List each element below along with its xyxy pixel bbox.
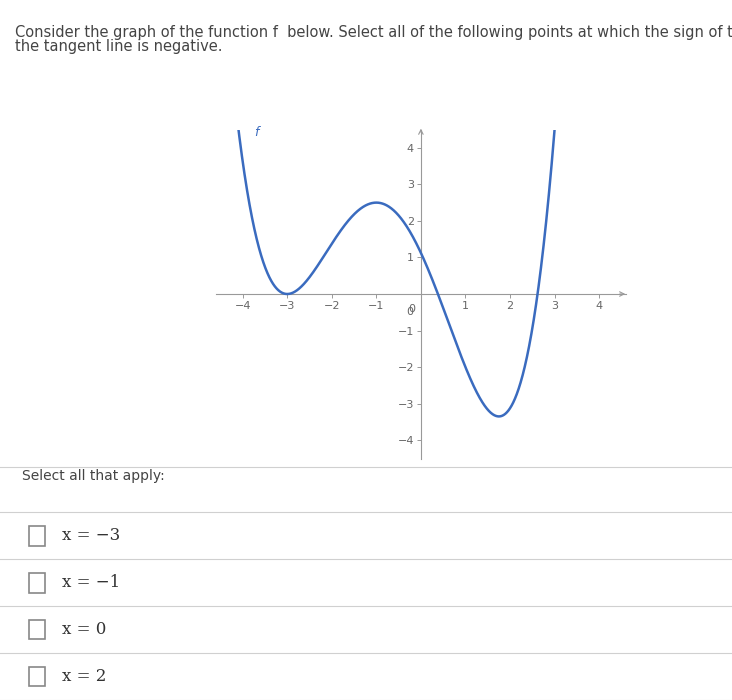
- FancyBboxPatch shape: [29, 573, 45, 593]
- Text: x = 0: x = 0: [62, 621, 107, 638]
- FancyBboxPatch shape: [29, 620, 45, 640]
- Text: Select all that apply:: Select all that apply:: [22, 469, 165, 483]
- Text: 0: 0: [406, 307, 413, 317]
- Text: f: f: [254, 125, 258, 139]
- FancyBboxPatch shape: [29, 666, 45, 687]
- Text: Consider the graph of the function f  below. Select all of the following points : Consider the graph of the function f bel…: [15, 25, 732, 39]
- Text: x = −3: x = −3: [62, 527, 121, 545]
- Text: x = −1: x = −1: [62, 574, 121, 592]
- Text: 0: 0: [408, 304, 416, 314]
- Text: the tangent line is negative.: the tangent line is negative.: [15, 38, 222, 53]
- Text: x = 2: x = 2: [62, 668, 107, 685]
- FancyBboxPatch shape: [29, 526, 45, 546]
